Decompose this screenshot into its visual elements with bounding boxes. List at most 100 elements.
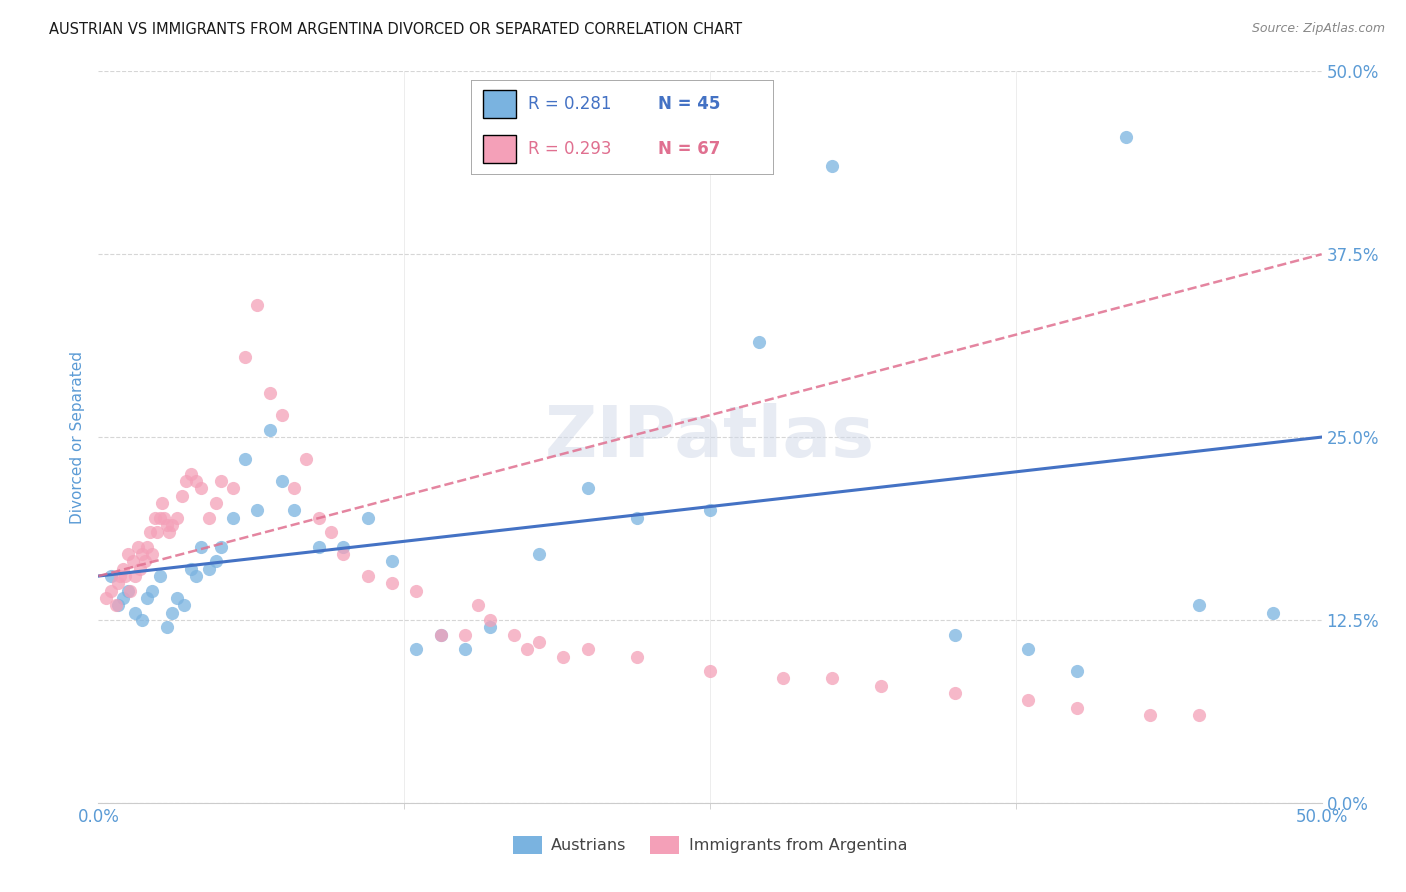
Point: [157, 525, 180, 540]
Point: [1017, 693, 1039, 707]
Point: [259, 386, 281, 401]
Point: [173, 599, 195, 613]
Point: [478, 620, 501, 634]
Point: [100, 583, 122, 598]
Point: [176, 474, 198, 488]
Point: [107, 576, 129, 591]
Point: [405, 642, 427, 657]
Point: [107, 599, 129, 613]
Point: [699, 503, 721, 517]
Point: [129, 562, 152, 576]
Point: [114, 569, 136, 583]
Point: [166, 591, 188, 605]
Point: [117, 583, 139, 598]
Text: N = 67: N = 67: [658, 140, 721, 158]
Text: R = 0.293: R = 0.293: [529, 140, 612, 158]
Point: [270, 408, 294, 422]
Point: [117, 547, 139, 561]
Point: [146, 525, 169, 540]
Point: [1066, 664, 1088, 678]
Point: [246, 503, 269, 517]
Point: [1188, 708, 1211, 723]
Text: R = 0.281: R = 0.281: [529, 95, 612, 112]
Text: N = 45: N = 45: [658, 95, 721, 112]
Point: [222, 481, 245, 495]
Point: [209, 474, 232, 488]
Point: [821, 160, 844, 174]
Point: [283, 481, 305, 495]
Point: [1017, 642, 1039, 657]
Point: [1115, 130, 1137, 145]
Point: [170, 489, 193, 503]
Point: [121, 554, 143, 568]
Point: [308, 510, 330, 524]
Point: [180, 562, 202, 576]
Point: [527, 547, 550, 561]
Point: [405, 583, 427, 598]
Point: [332, 540, 354, 554]
Point: [626, 649, 648, 664]
Point: [186, 474, 208, 488]
Point: [356, 569, 378, 583]
Point: [233, 452, 256, 467]
Point: [222, 510, 245, 524]
Legend: Austrians, Immigrants from Argentina: Austrians, Immigrants from Argentina: [506, 830, 914, 861]
Point: [430, 627, 453, 641]
Point: [454, 627, 477, 641]
Point: [870, 679, 893, 693]
Point: [141, 547, 163, 561]
Point: [124, 606, 146, 620]
Point: [430, 627, 453, 641]
Point: [295, 452, 318, 467]
Point: [503, 627, 526, 641]
Point: [332, 547, 354, 561]
Point: [1139, 708, 1161, 723]
Point: [131, 613, 153, 627]
Point: [94, 591, 117, 605]
Point: [576, 642, 599, 657]
Point: [136, 540, 159, 554]
FancyBboxPatch shape: [484, 89, 516, 118]
Point: [166, 510, 188, 524]
Text: ZIPatlas: ZIPatlas: [546, 402, 875, 472]
Point: [127, 540, 149, 554]
Point: [100, 569, 122, 583]
Point: [156, 620, 179, 634]
Point: [699, 664, 721, 678]
Point: [124, 569, 146, 583]
Point: [319, 525, 342, 540]
Point: [527, 635, 550, 649]
Point: [1188, 599, 1211, 613]
Point: [160, 517, 183, 532]
Text: Source: ZipAtlas.com: Source: ZipAtlas.com: [1251, 22, 1385, 36]
Point: [180, 467, 202, 481]
Point: [156, 517, 179, 532]
Point: [356, 510, 378, 524]
Point: [233, 350, 256, 364]
Point: [246, 298, 269, 312]
Point: [381, 554, 404, 568]
Point: [104, 599, 127, 613]
Point: [772, 672, 794, 686]
Point: [943, 627, 966, 641]
Point: [110, 569, 132, 583]
Point: [626, 510, 648, 524]
Point: [748, 334, 770, 349]
Point: [111, 591, 134, 605]
Point: [943, 686, 966, 700]
Point: [141, 583, 163, 598]
Point: [190, 540, 212, 554]
Point: [197, 562, 219, 576]
Point: [209, 540, 232, 554]
Point: [205, 554, 228, 568]
Point: [131, 547, 153, 561]
Point: [186, 569, 208, 583]
Point: [149, 510, 172, 524]
Text: AUSTRIAN VS IMMIGRANTS FROM ARGENTINA DIVORCED OR SEPARATED CORRELATION CHART: AUSTRIAN VS IMMIGRANTS FROM ARGENTINA DI…: [49, 22, 742, 37]
Point: [478, 613, 501, 627]
Point: [1261, 606, 1284, 620]
Point: [270, 474, 294, 488]
Point: [139, 525, 162, 540]
Point: [467, 599, 489, 613]
FancyBboxPatch shape: [484, 135, 516, 162]
